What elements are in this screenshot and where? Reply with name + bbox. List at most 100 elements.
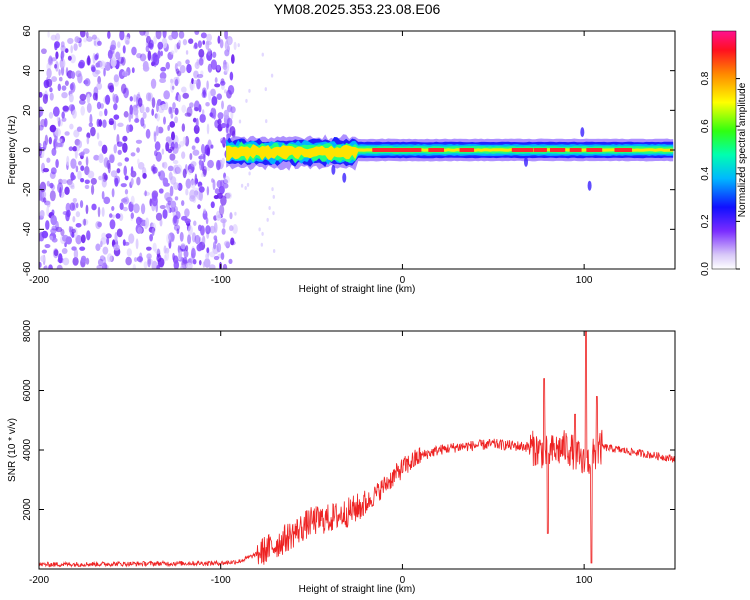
noise-blob bbox=[220, 80, 226, 86]
noise-blob bbox=[217, 112, 224, 120]
y-tick-label: -20 bbox=[22, 182, 33, 197]
noise-blob bbox=[97, 258, 104, 267]
noise-blob bbox=[183, 249, 189, 258]
noise-blob bbox=[94, 53, 99, 61]
noise-blob bbox=[86, 136, 90, 145]
noise-blob bbox=[106, 159, 111, 170]
ridge-peak bbox=[373, 148, 384, 152]
noise-blob bbox=[43, 197, 47, 203]
noise-blob bbox=[130, 212, 134, 219]
noise-blob bbox=[173, 215, 177, 224]
noise-blob bbox=[224, 31, 228, 40]
noise-blob bbox=[231, 130, 236, 139]
noise-blob bbox=[98, 140, 103, 147]
noise-blob bbox=[98, 154, 104, 164]
noise-blob bbox=[124, 175, 129, 181]
noise-blob bbox=[222, 179, 229, 185]
noise-blob bbox=[114, 231, 118, 243]
noise-blob bbox=[131, 46, 137, 56]
noise-blob bbox=[140, 117, 145, 127]
noise-blob bbox=[70, 45, 73, 54]
noise-blob bbox=[190, 161, 197, 167]
noise-blob bbox=[169, 146, 175, 151]
noise-blob bbox=[80, 234, 86, 244]
noise-blob bbox=[133, 203, 140, 214]
colorbar-tick-label: 0.8 bbox=[700, 71, 711, 85]
noise-blob bbox=[84, 179, 90, 185]
noise-blob bbox=[110, 170, 118, 178]
noise-blob bbox=[163, 245, 167, 254]
noise-blob bbox=[192, 258, 197, 265]
noise-blob bbox=[122, 135, 128, 142]
noise-blob bbox=[116, 228, 123, 238]
noise-blob bbox=[55, 33, 61, 41]
noise-blob bbox=[181, 200, 185, 207]
spectrogram-x-ticks: -200 -100 0 100 bbox=[29, 31, 593, 286]
noise-blob bbox=[117, 122, 124, 128]
noise-blob bbox=[145, 106, 150, 113]
noise-blob bbox=[213, 194, 219, 200]
noise-blob bbox=[80, 105, 86, 116]
noise-blob bbox=[117, 41, 121, 48]
ridge-peak bbox=[533, 148, 547, 152]
noise-blob bbox=[91, 34, 98, 40]
noise-blob bbox=[86, 230, 91, 241]
noise-blob bbox=[101, 144, 108, 155]
noise-blob bbox=[130, 166, 134, 174]
y-tick-label: 2000 bbox=[22, 498, 33, 521]
noise-blob bbox=[151, 108, 155, 117]
noise-blob bbox=[86, 56, 91, 66]
noise-blob bbox=[211, 95, 218, 106]
noise-blob bbox=[194, 177, 198, 186]
noise-blob bbox=[214, 83, 221, 88]
noise-blob bbox=[170, 50, 175, 55]
noise-blob bbox=[75, 165, 79, 173]
noise-blob bbox=[109, 219, 116, 230]
noise-blob bbox=[194, 61, 200, 70]
noise-blob bbox=[136, 256, 144, 263]
noise-blob bbox=[168, 106, 173, 115]
noise-blob bbox=[232, 224, 238, 235]
noise-blob bbox=[73, 159, 77, 165]
noise-blob bbox=[165, 196, 173, 203]
noise-blob bbox=[49, 182, 54, 189]
noise-blob bbox=[167, 200, 172, 206]
noise-blob bbox=[142, 65, 150, 72]
noise-blob bbox=[221, 228, 226, 235]
noise-blob bbox=[66, 155, 70, 166]
ridge-spur bbox=[587, 180, 592, 191]
noise-blob bbox=[147, 256, 151, 268]
noise-blob bbox=[85, 31, 89, 38]
noise-blob bbox=[198, 57, 204, 66]
noise-blob bbox=[61, 92, 68, 99]
noise-blob bbox=[39, 209, 45, 218]
noise-blob bbox=[117, 149, 122, 155]
noise-blob bbox=[57, 138, 63, 143]
noise-blob bbox=[72, 109, 77, 119]
noise-blob bbox=[198, 186, 205, 193]
noise-blob bbox=[69, 202, 76, 211]
noise-blob bbox=[75, 222, 82, 228]
y-tick-label: -60 bbox=[22, 261, 33, 276]
x-tick-label: 0 bbox=[400, 275, 406, 286]
noise-blob bbox=[209, 251, 216, 258]
noise-blob bbox=[197, 40, 203, 48]
noise-blob bbox=[48, 136, 52, 145]
noise-blob bbox=[75, 202, 79, 209]
colorbar-gradient bbox=[711, 30, 737, 270]
noise-blob bbox=[153, 35, 157, 45]
noise-blob bbox=[84, 184, 90, 190]
noise-blob bbox=[181, 123, 186, 132]
noise-blob bbox=[215, 159, 221, 171]
x-tick-label: 100 bbox=[576, 275, 593, 286]
noise-blob bbox=[122, 196, 130, 205]
noise-blob bbox=[201, 235, 206, 246]
noise-blob bbox=[39, 233, 43, 242]
y-tick-label: 60 bbox=[22, 25, 33, 37]
noise-blob bbox=[121, 56, 126, 66]
noise-blob bbox=[150, 78, 157, 89]
spectrogram-y-label: Frequency (Hz) bbox=[7, 116, 18, 185]
noise-blob bbox=[144, 190, 147, 197]
noise-blob bbox=[199, 113, 206, 123]
noise-blob bbox=[132, 263, 137, 269]
